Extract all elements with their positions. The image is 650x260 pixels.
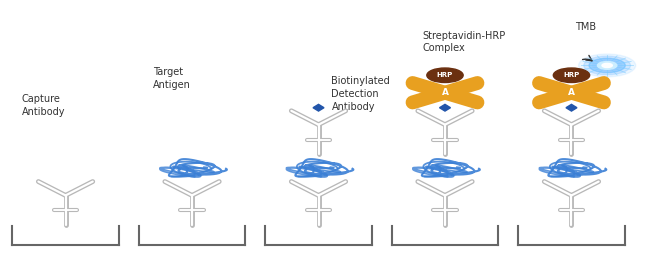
Circle shape [593,60,621,71]
Circle shape [578,54,636,77]
Circle shape [589,58,625,73]
Circle shape [597,62,617,69]
Polygon shape [566,104,577,111]
Text: HRP: HRP [564,72,580,78]
Text: HRP: HRP [437,72,453,78]
Circle shape [427,68,463,82]
Text: A: A [568,88,575,97]
Polygon shape [439,104,450,111]
Text: TMB: TMB [575,22,596,31]
Text: Biotinylated
Detection
Antibody: Biotinylated Detection Antibody [332,76,390,112]
Text: Streptavidin-HRP
Complex: Streptavidin-HRP Complex [422,31,506,54]
Circle shape [584,56,630,75]
Text: Target
Antigen: Target Antigen [153,67,191,90]
Circle shape [553,68,590,82]
Text: A: A [441,88,448,97]
Text: Capture
Antibody: Capture Antibody [21,94,65,117]
Circle shape [602,63,612,68]
Polygon shape [313,104,324,111]
